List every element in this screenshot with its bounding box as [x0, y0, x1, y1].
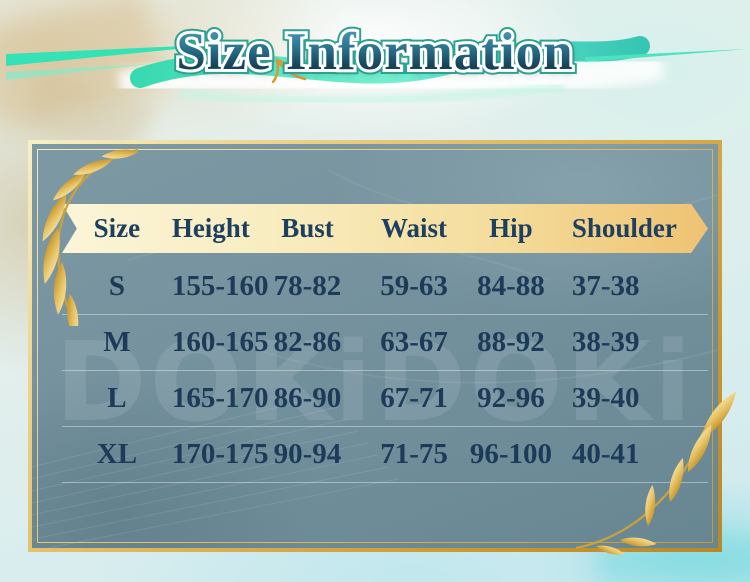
cell-bust: 86-90	[273, 382, 342, 414]
page-title: Size Information Size Information Size I…	[0, 18, 750, 106]
title-zone: Size Information Size Information Size I…	[0, 0, 750, 140]
cell-size: M	[103, 326, 131, 358]
teal-swoosh-icon	[6, 36, 748, 106]
cell-hip: 84-88	[477, 270, 545, 302]
gold-wheat-sprig-icon	[271, 58, 312, 84]
column-header-height: Height	[171, 213, 250, 243]
cell-bust: 90-94	[273, 438, 342, 470]
page-title-outline-inner: Size Information	[0, 20, 750, 84]
cell-waist: 63-67	[380, 326, 448, 358]
cell-hip: 96-100	[469, 438, 552, 470]
cell-waist: 59-63	[380, 270, 448, 302]
cell-shoulder: 37-38	[571, 270, 640, 302]
table-row-m: M 160-165 82-86 63-67 88-92 38-39	[62, 315, 708, 371]
cell-shoulder: 40-41	[571, 438, 640, 470]
page-title-text: Size Information	[0, 22, 750, 82]
cell-size: XL	[96, 438, 138, 470]
cell-shoulder: 39-40	[571, 382, 640, 414]
cell-shoulder: 38-39	[571, 326, 640, 358]
cell-size: L	[107, 382, 127, 414]
cell-hip: 92-96	[477, 382, 545, 414]
cell-height: 165-170	[171, 382, 269, 414]
table-row-l: L 165-170 86-90 67-71 92-96 39-40	[62, 371, 708, 427]
table-row-xl: XL 170-175 90-94 71-75 96-100 40-41	[62, 427, 708, 483]
header-banner: Size Height Bust Waist Hip Shoulder	[62, 204, 708, 253]
column-header-bust: Bust	[281, 213, 334, 243]
size-table: S 155-160 78-82 59-63 84-88 37-38 M 160-…	[62, 259, 708, 483]
header-row: Size Height Bust Waist Hip Shoulder	[62, 204, 708, 253]
column-header-hip: Hip	[489, 213, 533, 243]
cell-size: S	[108, 270, 125, 302]
cell-bust: 78-82	[273, 270, 342, 302]
column-header-waist: Waist	[381, 213, 448, 243]
size-table-panel: DOKiDOKi Size Height Bust Waist Hip Shou…	[28, 140, 722, 552]
cell-height: 170-175	[171, 438, 269, 470]
cell-height: 155-160	[171, 270, 269, 302]
column-header-shoulder: Shoulder	[571, 213, 677, 243]
page-title-outline-outer: Size Information	[0, 18, 750, 86]
cell-height: 160-165	[171, 326, 269, 358]
cell-bust: 82-86	[273, 326, 342, 358]
cell-hip: 88-92	[477, 326, 545, 358]
cell-waist: 67-71	[380, 382, 448, 414]
column-header-size: Size	[93, 213, 141, 243]
table-row-s: S 155-160 78-82 59-63 84-88 37-38	[62, 259, 708, 315]
cell-waist: 71-75	[380, 438, 448, 470]
